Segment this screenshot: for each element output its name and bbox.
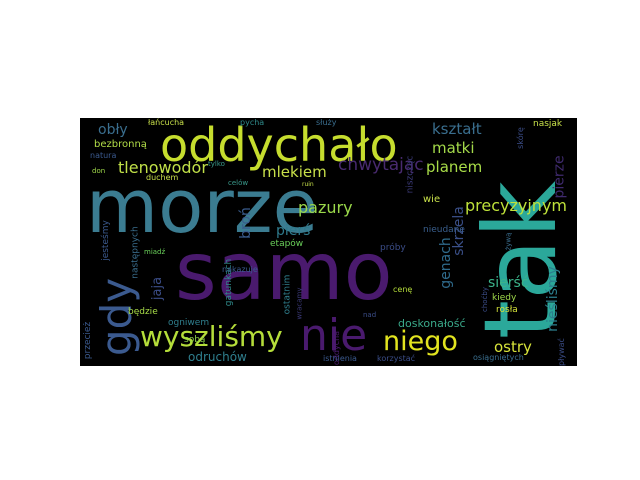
word-odruchow: odruchów <box>188 350 247 364</box>
word-plywac: pływać <box>556 338 566 366</box>
word-samo: samo <box>175 225 393 318</box>
word-oddychalo: oddychało <box>160 118 398 172</box>
word-bezbronna: bezbronną <box>94 139 147 150</box>
word-matki: matki <box>432 139 475 157</box>
word-gdy: gdy <box>92 277 142 357</box>
word-pycha: pycha <box>240 118 265 127</box>
word-obly: obły <box>98 122 128 138</box>
word-tylko: tylko <box>208 160 225 168</box>
word-soba: sobą <box>184 335 206 345</box>
word-proby: próby <box>380 243 406 253</box>
word-kiedy: kiedy <box>492 293 517 303</box>
word-tlenowodor: tlenowodór <box>118 158 208 177</box>
word-niszczac: niszcząc <box>405 155 416 194</box>
word-wracamy: wracamy <box>295 287 304 320</box>
word-pazury: pazury <box>298 198 353 217</box>
word-chocby: choćby <box>481 286 490 313</box>
word-istnienia: istnienia <box>323 354 357 363</box>
word-bron: broń <box>237 207 254 239</box>
word-lancucha: łańcucha <box>148 118 185 127</box>
word-rosla: rosła <box>496 305 518 315</box>
word-doskonalosc: doskonałość <box>398 317 466 330</box>
word-przeciez: przecież <box>83 321 94 360</box>
word-ruin: ruin <box>302 181 314 188</box>
word-korzystac: korzystać <box>377 354 416 363</box>
word-cene: cenę <box>393 285 413 294</box>
word-zywa: żywą <box>504 232 513 251</box>
word-skore: skórę <box>515 127 525 149</box>
word-wie: wie <box>423 194 441 205</box>
word-ostatnim: ostatnim <box>282 274 293 315</box>
word-chwytajac: chwytając <box>338 155 424 175</box>
word-precyzyjnym: precyzyjnym <box>465 196 567 215</box>
word-nakazuje: nakazuje <box>222 265 258 274</box>
word-osiagnietych: osiągniętych <box>473 353 524 362</box>
word-planem: planem <box>426 158 483 176</box>
word-bedzie: będzie <box>128 307 158 317</box>
word-nasjak: nasjak <box>533 119 563 129</box>
word-siersc: sierść <box>488 275 529 291</box>
word-nastepnych: następnych <box>130 226 141 279</box>
word-sluzy: służy <box>316 118 337 127</box>
word-ogniwem: ogniwem <box>168 318 210 328</box>
word-natura: natura <box>90 151 117 160</box>
word-ostry: ostry <box>494 338 532 356</box>
word-duchem: duchem <box>146 173 179 182</box>
word-nieudane: nieudane <box>423 225 465 235</box>
word-ksztalt: kształt <box>432 120 482 138</box>
word-cloud: morze tak samo oddychało nie wyszliśmy g… <box>80 118 577 366</box>
word-pierze: pierze <box>551 155 568 199</box>
word-etapow: etapów <box>270 239 304 249</box>
word-celow: celów <box>228 179 249 187</box>
word-wyszlismy: wyszliśmy <box>140 320 283 353</box>
word-nad: nad <box>363 311 377 319</box>
word-jaja: jaja <box>150 276 166 301</box>
word-nieslismy: nieśliśmy <box>544 266 561 332</box>
word-morze: morze <box>86 164 319 250</box>
word-niego: niego <box>383 326 458 357</box>
word-mlekiem: mlekiem <box>262 163 327 181</box>
word-nie: nie <box>300 310 368 361</box>
word-miadz: miadź <box>144 248 166 256</box>
word-genach: genach <box>437 237 454 289</box>
word-don: don <box>92 167 106 175</box>
word-piers: pierś <box>276 223 311 239</box>
word-jestesmy: jesteśmy <box>100 220 111 261</box>
